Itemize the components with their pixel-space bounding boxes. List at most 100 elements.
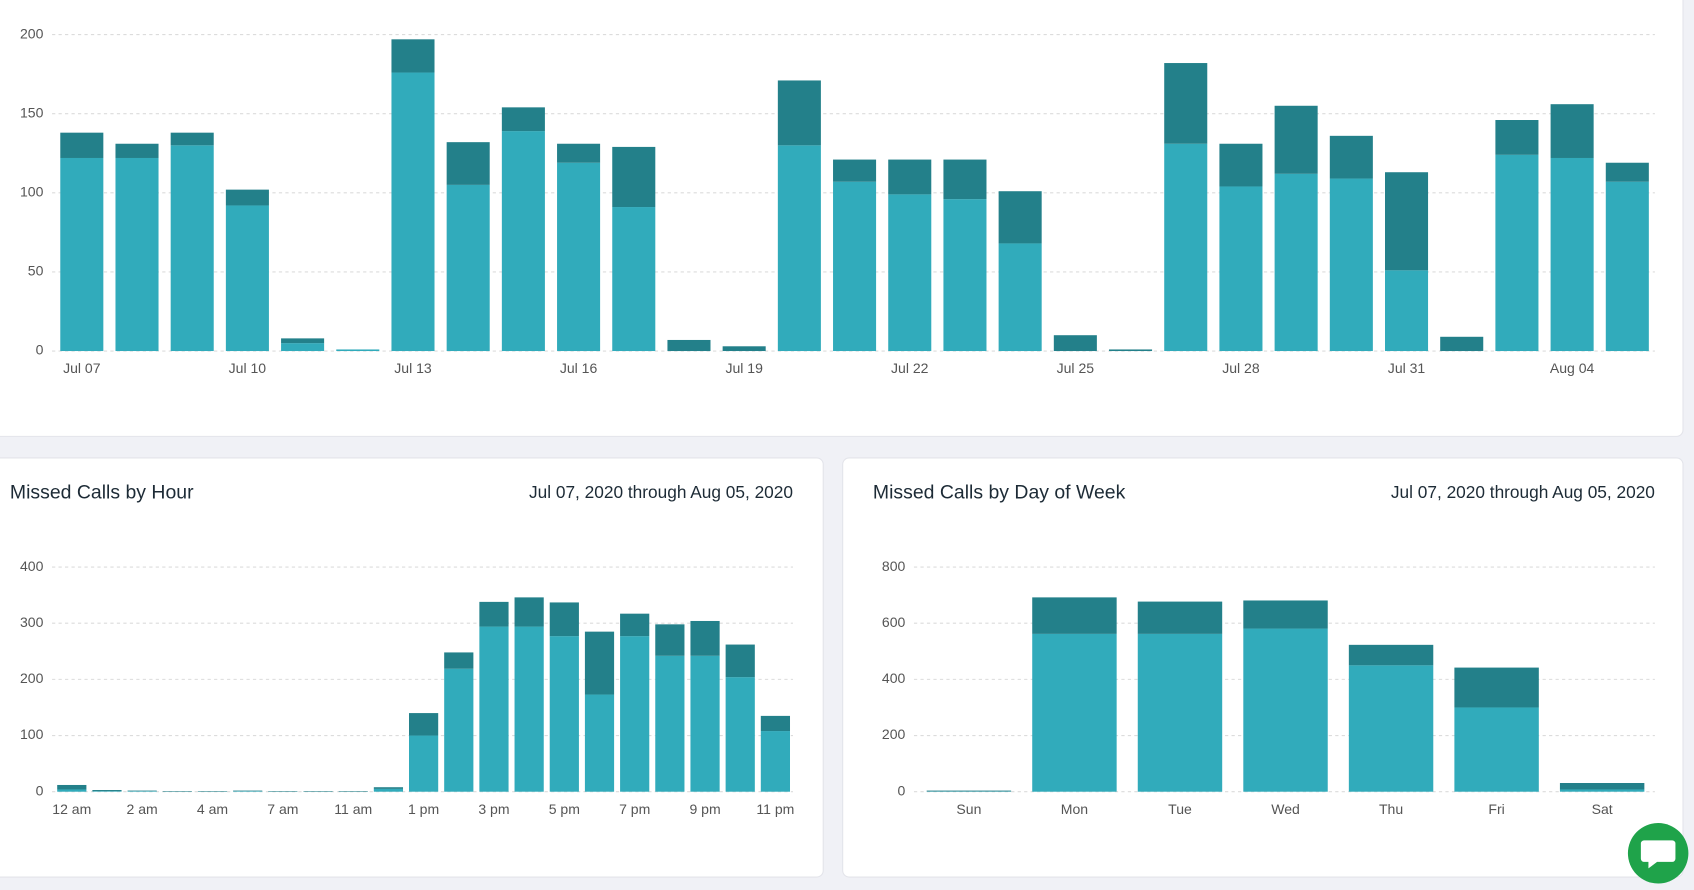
bar-segment [57, 784, 87, 790]
bar-segment [338, 791, 368, 792]
bar-segment [479, 626, 509, 792]
x-tick-label: 11 am [334, 801, 372, 817]
y-tick-label: 800 [882, 558, 906, 574]
bar-segment [690, 655, 720, 792]
bar-segment [1348, 665, 1434, 792]
bar-segment [127, 791, 157, 792]
bar-segment [833, 159, 877, 182]
chat-icon[interactable] [1640, 840, 1676, 869]
y-tick-label: 150 [20, 104, 44, 120]
x-tick-label: Fri [1488, 801, 1504, 817]
bar-segment [655, 655, 685, 792]
bar-segment [584, 694, 615, 792]
bar-segment [655, 624, 685, 656]
panel [0, 457, 824, 878]
bar-segment [1164, 63, 1208, 144]
bar-segment [1550, 157, 1594, 352]
bar-segment [60, 157, 104, 352]
x-tick-label: 4 am [197, 801, 228, 817]
y-tick-label: 200 [20, 25, 44, 41]
bar-segment [1605, 181, 1649, 352]
bar-segment [233, 791, 263, 792]
x-tick-label: 1 pm [408, 801, 439, 817]
bar-segment [501, 107, 545, 132]
x-tick-label: 5 pm [549, 801, 580, 817]
x-tick-label: 9 pm [689, 801, 720, 817]
bar-segment [197, 791, 228, 792]
bar-segment [760, 715, 791, 732]
bar-segment [115, 157, 159, 352]
y-tick-label: 600 [882, 614, 906, 630]
x-tick-label: 11 pm [756, 801, 794, 817]
bar-segment [943, 159, 987, 200]
x-tick-label: Jul 31 [1388, 360, 1426, 376]
bar-segment [584, 631, 615, 695]
bar-segment [514, 597, 544, 627]
x-tick-label: Jul 13 [394, 360, 432, 376]
bar-segment [926, 790, 1012, 792]
x-tick-label: 12 am [52, 801, 91, 817]
bar-segment [690, 620, 720, 656]
bar-segment [1274, 105, 1318, 174]
bar-segment [1219, 186, 1263, 352]
bar-segment [1385, 270, 1429, 352]
bar-segment [725, 644, 755, 678]
x-tick-label: 7 pm [619, 801, 650, 817]
bar-segment [446, 184, 490, 352]
chart-title: Missed Calls by Day of Week [873, 482, 1126, 504]
bar-segment [777, 80, 821, 146]
x-tick-label: Mon [1061, 801, 1088, 817]
bar-segment [557, 162, 601, 352]
bar-segment [281, 338, 325, 344]
bar-segment [170, 145, 214, 352]
bar-segment [268, 791, 298, 792]
x-tick-label: Jul 22 [891, 360, 929, 376]
bar-segment [409, 735, 439, 792]
bar-segment [1032, 633, 1117, 792]
bar-segment [1329, 178, 1373, 352]
bar-segment [303, 791, 333, 792]
bar-segment [998, 243, 1042, 352]
bar-segment [549, 636, 579, 792]
y-tick-label: 0 [36, 782, 44, 798]
y-tick-label: 0 [898, 782, 906, 798]
bar-segment [612, 146, 656, 208]
bar-segment [667, 339, 711, 352]
chart-title: Missed Calls by Hour [10, 482, 194, 504]
bar-segment [888, 194, 932, 352]
bar-segment [391, 39, 435, 73]
bar-segment [60, 132, 104, 158]
bar-segment [620, 636, 650, 792]
chat-button[interactable] [1627, 823, 1689, 884]
bar-segment [1109, 349, 1153, 352]
x-tick-label: Wed [1271, 801, 1300, 817]
bar-segment [1559, 789, 1645, 792]
bar-segment [888, 159, 932, 195]
bar-segment [479, 601, 509, 627]
bar-segment [92, 790, 122, 792]
bar-segment [1385, 172, 1429, 271]
y-tick-label: 400 [20, 558, 44, 574]
bar-segment [391, 72, 435, 352]
bar-segment [92, 791, 122, 792]
bar-segment [444, 668, 474, 792]
bar-segment [722, 346, 766, 352]
bar-segment [1219, 143, 1263, 187]
y-tick-label: 50 [28, 263, 44, 279]
bar-segment [1329, 135, 1373, 179]
chart-subtitle: Jul 07, 2020 through Aug 05, 2020 [1391, 482, 1655, 502]
bar-segment [557, 143, 601, 163]
x-tick-label: 7 am [267, 801, 298, 817]
bar-segment [514, 626, 544, 792]
bar-segment [373, 787, 404, 789]
y-tick-label: 0 [36, 342, 44, 358]
y-tick-label: 100 [20, 726, 44, 742]
bar-segment [1559, 783, 1645, 790]
x-tick-label: Aug 04 [1550, 360, 1595, 376]
bar-segment [1550, 104, 1594, 158]
x-tick-label: Sun [956, 801, 981, 817]
y-tick-label: 100 [20, 184, 44, 200]
bar-segment [1274, 173, 1318, 352]
